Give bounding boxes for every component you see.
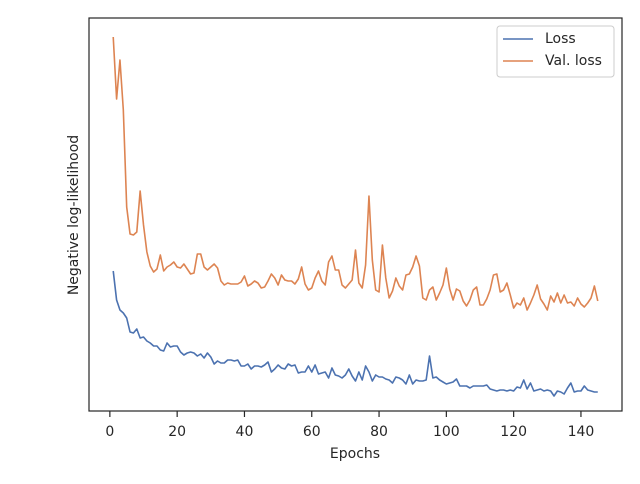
x-tick-label: 60 (303, 424, 321, 440)
x-tick-label: 20 (168, 424, 186, 440)
x-tick-label: 40 (236, 424, 254, 440)
x-tick-label: 140 (568, 424, 595, 440)
x-tick-label: 100 (433, 424, 460, 440)
legend-label: Loss (545, 31, 576, 47)
line-series (112, 36, 599, 311)
x-axis-label: Epochs (330, 446, 380, 462)
y-axis-label: Negative log-likelihood (66, 135, 82, 295)
line-series (112, 270, 598, 397)
x-tick-label: 120 (500, 424, 527, 440)
x-tick-label: 80 (370, 424, 388, 440)
x-tick-label: 0 (105, 424, 114, 440)
legend-label: Val. loss (545, 53, 602, 69)
plot-frame (88, 17, 623, 412)
